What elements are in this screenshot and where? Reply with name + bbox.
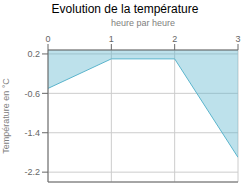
svg-text:2: 2 [172, 34, 177, 44]
svg-text:heure par heure: heure par heure [111, 18, 175, 28]
svg-text:0: 0 [45, 34, 50, 44]
svg-text:-2.2: -2.2 [24, 167, 40, 177]
svg-text:3: 3 [235, 34, 240, 44]
svg-text:-0.6: -0.6 [24, 89, 40, 99]
svg-text:1: 1 [109, 34, 114, 44]
svg-text:0.2: 0.2 [27, 49, 40, 59]
html-text:Evolution de la température: Evolution de la température [51, 2, 199, 16]
svg-text:-1.4: -1.4 [24, 128, 40, 138]
svg-text:Température en °C: Température en °C [8, 78, 11, 154]
